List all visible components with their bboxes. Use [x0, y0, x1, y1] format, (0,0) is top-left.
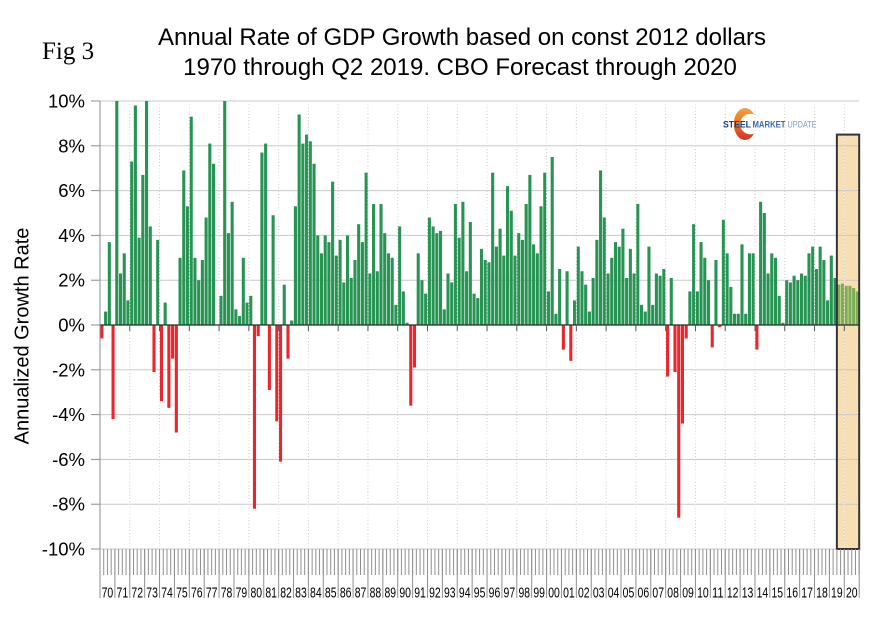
svg-text:80: 80 — [251, 586, 263, 602]
svg-text:85: 85 — [325, 586, 337, 602]
svg-text:71: 71 — [117, 586, 129, 602]
svg-text:90: 90 — [399, 586, 411, 602]
svg-text:05: 05 — [623, 586, 635, 602]
svg-text:75: 75 — [176, 586, 188, 602]
svg-text:-10%: -10% — [42, 539, 85, 560]
svg-text:74: 74 — [161, 586, 173, 602]
svg-text:06: 06 — [638, 586, 650, 602]
svg-text:10%: 10% — [48, 91, 85, 112]
svg-text:89: 89 — [384, 586, 396, 602]
svg-text:2%: 2% — [58, 270, 85, 291]
svg-text:72: 72 — [131, 586, 143, 602]
svg-text:10: 10 — [697, 586, 709, 602]
svg-text:UPDATE: UPDATE — [788, 119, 817, 129]
svg-text:-4%: -4% — [52, 404, 85, 425]
svg-text:Annualized Growth Rate: Annualized Growth Rate — [12, 228, 34, 445]
svg-text:79: 79 — [236, 586, 248, 602]
svg-text:8%: 8% — [58, 135, 85, 156]
svg-text:09: 09 — [682, 586, 694, 602]
svg-text:Annual Rate of GDP Growth base: Annual Rate of GDP Growth based on const… — [158, 24, 766, 51]
svg-text:94: 94 — [459, 586, 471, 602]
svg-text:4%: 4% — [58, 225, 85, 246]
svg-text:18: 18 — [816, 586, 828, 602]
svg-text:86: 86 — [340, 586, 352, 602]
svg-text:01: 01 — [563, 586, 575, 602]
svg-text:16: 16 — [786, 586, 798, 602]
svg-text:Fig 3: Fig 3 — [42, 38, 94, 65]
svg-text:92: 92 — [429, 586, 441, 602]
svg-text:83: 83 — [295, 586, 307, 602]
svg-text:78: 78 — [221, 586, 233, 602]
svg-text:76: 76 — [191, 586, 203, 602]
svg-text:11: 11 — [712, 586, 724, 602]
svg-text:13: 13 — [742, 586, 754, 602]
svg-text:04: 04 — [608, 586, 620, 602]
svg-text:MARKET: MARKET — [753, 119, 786, 129]
svg-text:93: 93 — [444, 586, 456, 602]
svg-text:81: 81 — [265, 586, 277, 602]
svg-text:77: 77 — [206, 586, 218, 602]
svg-text:14: 14 — [757, 586, 769, 602]
svg-text:03: 03 — [593, 586, 605, 602]
svg-text:0%: 0% — [58, 315, 85, 336]
svg-text:07: 07 — [652, 586, 664, 602]
svg-text:95: 95 — [474, 586, 486, 602]
svg-text:6%: 6% — [58, 180, 85, 201]
svg-text:15: 15 — [772, 586, 784, 602]
svg-text:-2%: -2% — [52, 359, 85, 380]
svg-text:-8%: -8% — [52, 494, 85, 515]
svg-text:70: 70 — [102, 586, 114, 602]
svg-text:STEEL: STEEL — [723, 119, 751, 129]
svg-text:12: 12 — [727, 586, 739, 602]
svg-text:73: 73 — [146, 586, 158, 602]
svg-text:82: 82 — [280, 586, 292, 602]
svg-text:88: 88 — [370, 586, 382, 602]
svg-text:08: 08 — [667, 586, 679, 602]
svg-text:-6%: -6% — [52, 449, 85, 470]
svg-text:20: 20 — [846, 586, 858, 602]
svg-text:87: 87 — [355, 586, 367, 602]
svg-text:02: 02 — [578, 586, 590, 602]
svg-text:96: 96 — [489, 586, 501, 602]
svg-text:19: 19 — [831, 586, 843, 602]
svg-text:84: 84 — [310, 586, 322, 602]
svg-text:00: 00 — [548, 586, 560, 602]
svg-text:17: 17 — [801, 586, 813, 602]
svg-text:98: 98 — [518, 586, 530, 602]
svg-text:91: 91 — [414, 586, 426, 602]
svg-text:99: 99 — [533, 586, 545, 602]
svg-text:1970 through Q2 2019. CBO Fore: 1970 through Q2 2019. CBO Forecast throu… — [183, 54, 737, 81]
svg-text:97: 97 — [504, 586, 516, 602]
